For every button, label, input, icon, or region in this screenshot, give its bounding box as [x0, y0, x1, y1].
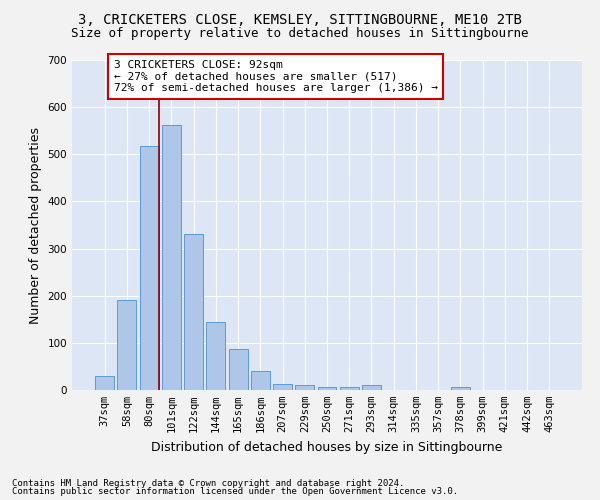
Bar [184, 234, 203, 390]
Bar [273, 384, 292, 390]
Bar [340, 387, 359, 390]
Bar [451, 387, 470, 390]
Text: 3, CRICKETERS CLOSE, KEMSLEY, SITTINGBOURNE, ME10 2TB: 3, CRICKETERS CLOSE, KEMSLEY, SITTINGBOU… [78, 12, 522, 26]
Text: 3 CRICKETERS CLOSE: 92sqm
← 27% of detached houses are smaller (517)
72% of semi: 3 CRICKETERS CLOSE: 92sqm ← 27% of detac… [113, 60, 437, 93]
Bar [251, 371, 270, 390]
Y-axis label: Number of detached properties: Number of detached properties [29, 126, 42, 324]
Text: Size of property relative to detached houses in Sittingbourne: Size of property relative to detached ho… [71, 28, 529, 40]
Text: Contains HM Land Registry data © Crown copyright and database right 2024.: Contains HM Land Registry data © Crown c… [12, 478, 404, 488]
Bar [140, 146, 158, 390]
Bar [206, 322, 225, 390]
Bar [317, 387, 337, 390]
Text: Contains public sector information licensed under the Open Government Licence v3: Contains public sector information licen… [12, 487, 458, 496]
X-axis label: Distribution of detached houses by size in Sittingbourne: Distribution of detached houses by size … [151, 440, 503, 454]
Bar [162, 125, 181, 390]
Bar [118, 300, 136, 390]
Bar [95, 376, 114, 390]
Bar [295, 385, 314, 390]
Bar [362, 385, 381, 390]
Bar [229, 349, 248, 390]
